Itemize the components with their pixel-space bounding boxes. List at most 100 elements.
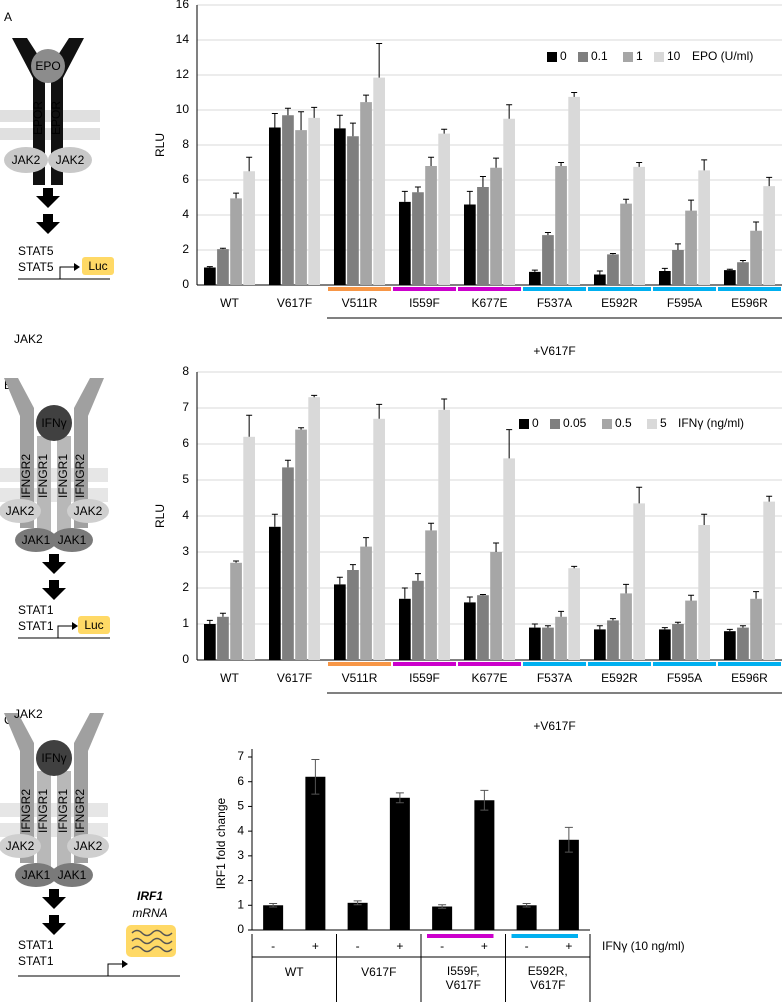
bar <box>438 409 451 660</box>
error-bar <box>596 625 603 630</box>
receptor <box>57 771 71 879</box>
x-tick-label: + <box>481 939 488 953</box>
kinase <box>4 147 48 173</box>
bar <box>685 600 697 660</box>
bar <box>633 503 646 660</box>
error-bar <box>395 792 404 804</box>
membrane <box>0 468 108 482</box>
error-bar <box>298 111 305 131</box>
bar <box>425 530 437 660</box>
error-bar <box>376 43 383 78</box>
bar <box>568 568 581 660</box>
bar <box>490 552 502 660</box>
error-bar <box>479 176 486 187</box>
receptor <box>74 378 104 528</box>
bar <box>737 262 749 285</box>
error-bar <box>233 560 240 563</box>
bar <box>333 128 346 285</box>
error-bar <box>219 247 226 250</box>
error-bar <box>739 625 746 628</box>
group-label: WT <box>285 965 304 979</box>
error-bar <box>438 904 447 909</box>
y-tick-label: 8 <box>182 137 189 151</box>
x-tick-label: F595A <box>667 671 702 685</box>
receptor-label: IFNGR1 <box>36 454 50 498</box>
y-tick-label: 5 <box>237 799 244 813</box>
mrna-wave <box>131 937 173 945</box>
error-bar <box>661 627 668 630</box>
error-bar <box>636 486 643 504</box>
y-tick-label: 0 <box>182 652 189 666</box>
kinase-label: JAK2 <box>74 504 103 518</box>
y-axis-title: IRF1 fold change <box>214 797 228 889</box>
bar <box>360 546 372 660</box>
legend-swatch <box>578 52 588 62</box>
x-axis-title: JAK2 <box>14 332 43 346</box>
kinase-label: JAK1 <box>22 533 51 547</box>
y-axis-title: RLU <box>153 133 167 157</box>
error-bar <box>414 186 421 193</box>
arrow <box>36 214 60 234</box>
error-bar <box>558 610 565 617</box>
error-bar <box>636 162 643 167</box>
group-label: I559F, <box>447 964 480 978</box>
y-tick-label: 10 <box>176 102 190 116</box>
y-tick-label: 6 <box>182 172 189 186</box>
bar <box>542 235 554 285</box>
x-tick-label: V511R <box>342 671 378 685</box>
bar <box>658 629 671 660</box>
error-bar <box>206 619 213 624</box>
error-bar <box>688 594 695 601</box>
bar <box>295 429 307 660</box>
x-axis-title: JAK2 <box>14 707 43 721</box>
stat-label: STAT1 <box>18 938 54 952</box>
x-tick-label: E596R <box>731 296 768 310</box>
receptor-label: IFNGR2 <box>73 454 87 498</box>
bar <box>347 570 359 660</box>
error-bar <box>544 232 551 236</box>
bar <box>268 526 281 660</box>
mrna-wave <box>131 929 173 937</box>
x-tick-label: - <box>271 939 275 953</box>
x-tick-label: V511R <box>342 296 378 310</box>
error-bar <box>401 587 408 599</box>
error-bar <box>233 192 240 199</box>
bar <box>282 115 294 285</box>
legend-title: EPO (U/ml) <box>692 49 753 63</box>
ligand-label: IFNγ <box>41 416 66 430</box>
x-tick-label: - <box>440 939 444 953</box>
error-bar <box>298 427 305 430</box>
group-label: +V617F <box>533 344 575 358</box>
error-bar <box>623 198 630 204</box>
x-tick-label: I559F <box>409 671 440 685</box>
kinase <box>0 499 41 523</box>
y-axis-title: RLU <box>153 504 167 528</box>
arrow <box>42 915 66 935</box>
kinase-label: JAK2 <box>74 839 103 853</box>
membrane <box>0 110 100 122</box>
stat-label: STAT1 <box>18 603 54 617</box>
error-bar <box>726 628 733 632</box>
error-bar <box>363 94 370 103</box>
kinase <box>0 834 41 858</box>
kinase-label: JAK1 <box>58 868 87 882</box>
error-bar <box>493 542 500 552</box>
group-label: E592R, <box>528 964 568 978</box>
bar <box>263 905 284 930</box>
y-tick-label: 4 <box>182 508 189 522</box>
error-bar <box>441 398 448 410</box>
kinase <box>51 863 93 887</box>
promoter <box>18 963 180 977</box>
bar <box>620 593 632 660</box>
bar <box>373 418 386 660</box>
arrow <box>36 188 60 208</box>
bar <box>373 77 386 285</box>
receptor <box>37 436 51 544</box>
y-tick-label: 14 <box>176 32 190 46</box>
y-tick-label: 7 <box>237 749 244 763</box>
promoter-arrow <box>122 960 128 968</box>
x-tick-label: + <box>565 939 572 953</box>
error-bar <box>571 565 578 569</box>
error-bar <box>428 522 435 531</box>
